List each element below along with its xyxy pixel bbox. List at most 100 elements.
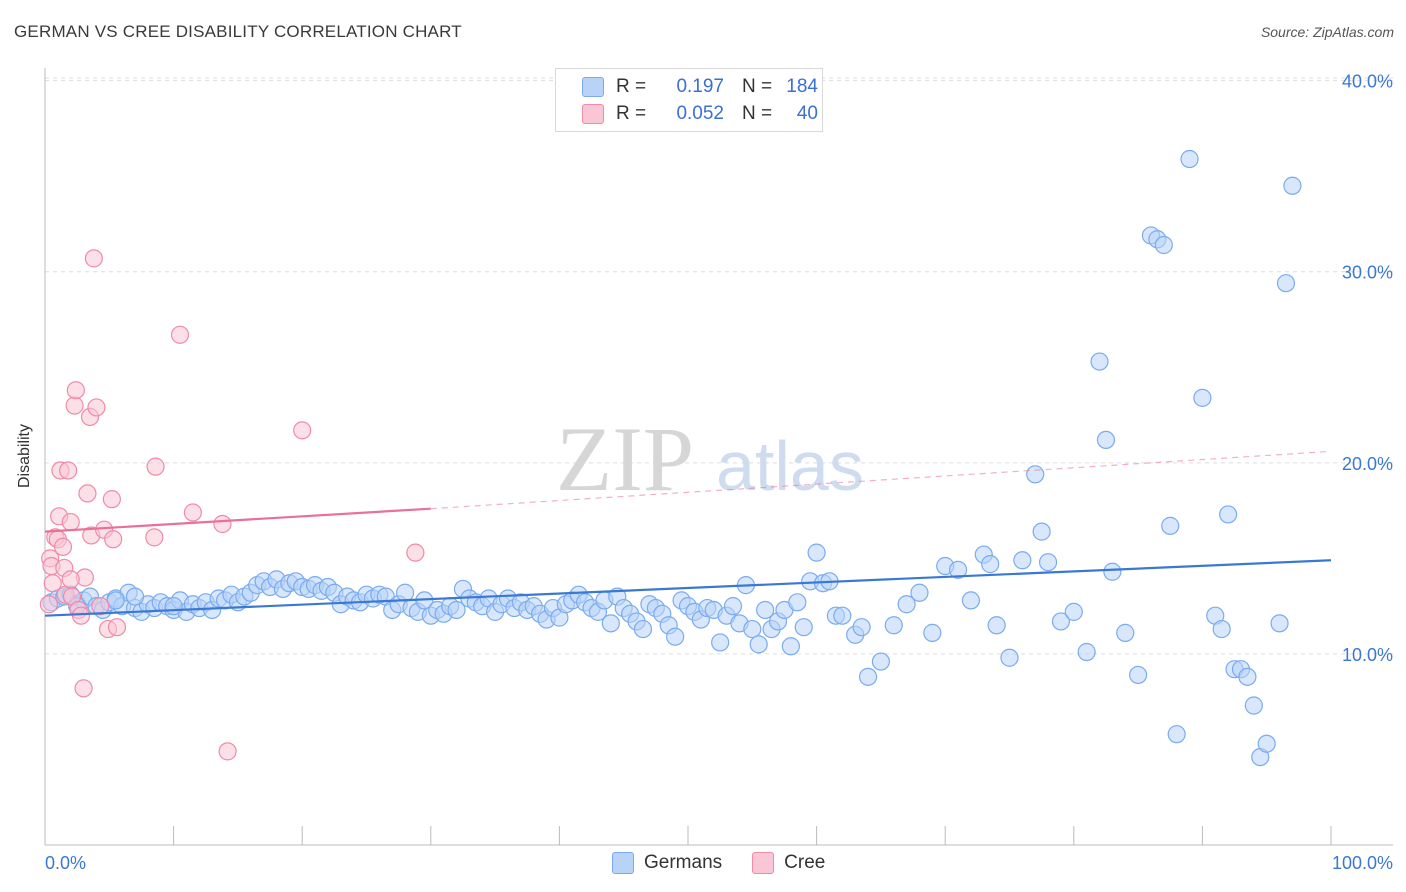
data-point-germans — [833, 606, 852, 625]
data-point-cree — [218, 742, 237, 761]
data-point-germans — [781, 637, 800, 656]
legend-row-germans: R = 0.197 N = 184 — [582, 75, 818, 99]
data-point-germans — [723, 597, 743, 616]
data-point-cree — [183, 503, 202, 522]
data-point-germans — [884, 616, 903, 635]
data-point-germans — [807, 543, 826, 562]
data-point-germans — [1244, 696, 1263, 715]
data-point-germans — [1051, 612, 1071, 631]
data-point-germans — [961, 591, 981, 610]
series-legend-cree[interactable]: Cree — [752, 852, 825, 874]
y-tick-label: 10.0% — [1342, 645, 1393, 665]
data-point-cree — [406, 543, 425, 562]
data-point-germans — [1238, 667, 1257, 686]
data-point-cree — [87, 398, 106, 417]
data-point-germans — [1219, 505, 1238, 524]
data-point-cree — [213, 514, 232, 534]
series-legend-germans[interactable]: Germans — [612, 852, 722, 874]
data-point-germans — [395, 583, 415, 602]
data-point-cree — [59, 461, 78, 480]
data-point-germans — [910, 583, 929, 602]
watermark: ZIP atlas — [556, 408, 864, 510]
data-point-germans — [1270, 614, 1289, 633]
trend-line-germans — [44, 559, 1332, 617]
watermark-zip: ZIP — [556, 408, 694, 510]
data-point-cree — [84, 249, 103, 268]
data-point-germans — [743, 619, 762, 639]
data-point-germans — [1161, 516, 1180, 535]
data-point-germans — [923, 623, 942, 642]
series-legend-label-cree: Cree — [784, 852, 826, 873]
data-point-germans — [1257, 734, 1276, 753]
data-point-germans — [794, 618, 813, 637]
data-point-cree — [39, 595, 58, 614]
data-point-germans — [1128, 665, 1148, 685]
legend-n-label: N = — [742, 103, 773, 124]
data-point-germans — [601, 614, 620, 633]
data-point-germans — [1026, 465, 1045, 484]
trend-lines — [44, 450, 1332, 617]
data-point-germans — [106, 591, 125, 610]
source-label: Source: ZipAtlas.com — [1260, 24, 1394, 40]
axes — [44, 68, 1393, 846]
data-point-germans — [948, 560, 968, 579]
data-point-germans — [633, 619, 653, 639]
data-point-germans — [1038, 553, 1058, 572]
data-point-germans — [1013, 551, 1032, 570]
data-point-germans — [1000, 648, 1019, 667]
tick-labels: 10.0% 20.0% 30.0% 40.0% 0.0% 100.0% — [45, 72, 1393, 873]
chart-title: GERMAN VS CREE DISABILITY CORRELATION CH… — [14, 22, 462, 41]
legend-swatch-germans — [582, 77, 604, 97]
series-swatch-germans — [612, 852, 634, 874]
data-point-germans — [1064, 602, 1083, 621]
legend-r-value-germans: 0.197 — [676, 76, 724, 97]
data-point-germans — [749, 635, 768, 654]
data-point-germans — [1032, 522, 1051, 541]
data-point-germans — [447, 600, 466, 620]
legend-r-label: R = — [616, 103, 647, 124]
data-point-germans — [1090, 352, 1109, 371]
data-point-cree — [78, 484, 97, 503]
data-point-cree — [43, 574, 62, 593]
data-point-germans — [871, 652, 891, 671]
series-swatch-cree — [752, 852, 775, 874]
data-point-germans — [852, 618, 871, 637]
y-axis-label: Disability — [16, 423, 33, 489]
data-point-cree — [146, 457, 165, 476]
series-legend: Germans Cree — [612, 852, 855, 874]
data-point-germans — [1193, 388, 1212, 407]
trend-line-extension-cree — [430, 450, 1332, 510]
data-point-cree — [66, 381, 85, 400]
y-tick-label: 20.0% — [1342, 454, 1393, 474]
x-tick-label: 100.0% — [1332, 853, 1393, 873]
data-point-cree — [102, 490, 121, 509]
data-point-cree — [145, 528, 164, 547]
data-point-germans — [1154, 235, 1173, 255]
correlation-legend: R = 0.197 N = 184 R = 0.052 N = 40 — [555, 68, 823, 132]
data-point-germans — [1167, 725, 1186, 744]
data-point-germans — [1212, 619, 1231, 639]
series-cree — [39, 249, 425, 761]
data-point-germans — [1077, 642, 1096, 662]
y-tick-label: 40.0% — [1342, 72, 1393, 92]
data-point-germans — [788, 593, 807, 612]
x-tick-label: 0.0% — [45, 853, 86, 873]
data-point-cree — [53, 537, 73, 557]
legend-r-value-cree: 0.052 — [676, 103, 724, 124]
data-point-germans — [858, 667, 878, 686]
data-point-germans — [981, 555, 1000, 574]
data-point-germans — [1103, 562, 1122, 581]
data-point-germans — [1283, 176, 1302, 195]
data-point-germans — [711, 633, 730, 652]
watermark-atlas: atlas — [716, 427, 864, 505]
data-point-germans — [125, 587, 145, 606]
data-point-cree — [61, 512, 80, 532]
data-point-germans — [1116, 623, 1135, 642]
data-point-germans — [1096, 430, 1116, 450]
data-point-germans — [987, 616, 1006, 635]
legend-swatch-cree — [582, 104, 604, 124]
data-point-cree — [293, 421, 312, 440]
data-point-germans — [756, 600, 775, 620]
data-point-germans — [164, 597, 183, 616]
data-point-germans — [897, 595, 916, 614]
